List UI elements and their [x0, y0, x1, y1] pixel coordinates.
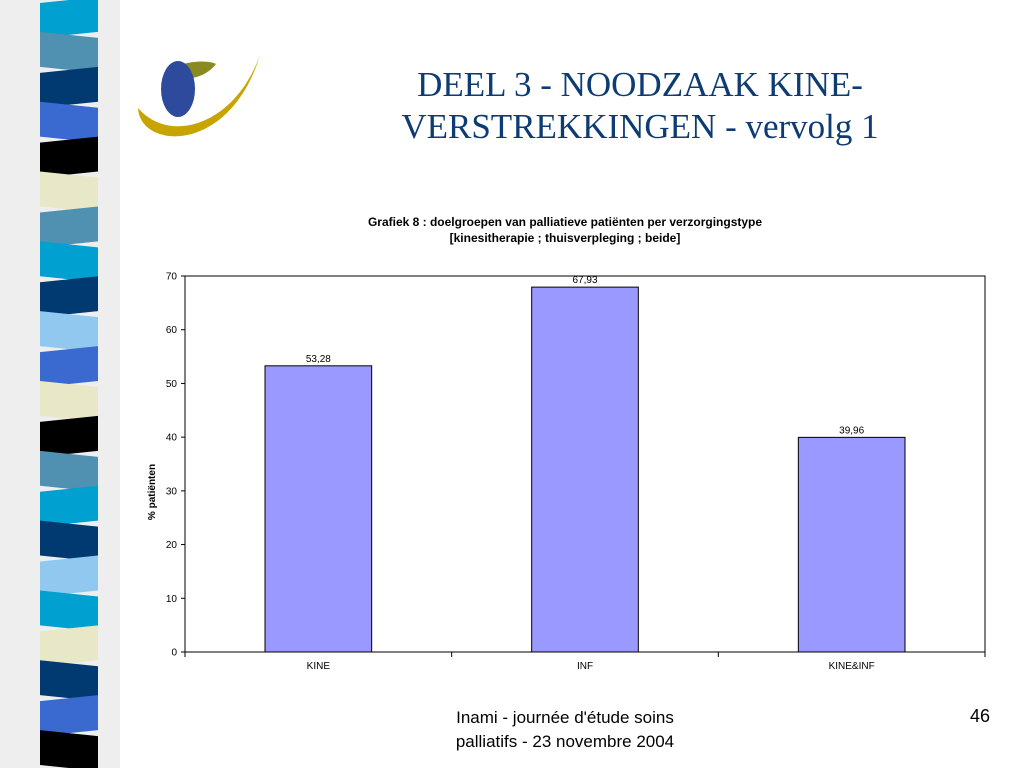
x-tick-label: KINE: [307, 661, 331, 672]
band-segment: [40, 171, 98, 213]
y-tick-label: 20: [166, 540, 178, 551]
y-axis-label: % patiënten: [147, 464, 158, 520]
bar-chart: 0 10 20 30 40 50 60 70 KINE INF KINE&INF 53,28 67,…: [147, 272, 986, 672]
y-tick-label: 30: [166, 486, 178, 497]
band-segment: [40, 730, 98, 768]
chart-title: Grafiek 8 : doelgroepen van palliatieve …: [250, 214, 880, 246]
y-tick-label: 10: [166, 594, 178, 605]
footer-line1: Inami - journée d'étude soins: [456, 708, 674, 727]
band-segment: [40, 415, 98, 457]
x-tick-label: KINE&INF: [829, 661, 875, 672]
band-segment: [40, 136, 98, 178]
inami-logo: [138, 55, 260, 137]
band-segment: [40, 0, 98, 38]
bar-inf: [531, 286, 639, 653]
footer-line2: palliatifs - 23 novembre 2004: [455, 732, 675, 751]
band-segment: [40, 346, 98, 387]
band-segment: [40, 241, 98, 283]
y-tick-label: 50: [166, 379, 178, 390]
band-segment: [40, 66, 98, 108]
data-label: 53,28: [306, 354, 331, 365]
band-segment: [40, 101, 98, 143]
band-segment: [40, 381, 98, 422]
data-label: 39,96: [839, 425, 864, 436]
band-segment: [40, 276, 98, 318]
band-segment: [40, 695, 98, 737]
band-segment: [40, 555, 98, 597]
bar-kine-inf: [797, 436, 906, 653]
slide-title: DEEL 3 - NOODZAAK KINE- VERSTREKKINGEN -…: [330, 64, 950, 148]
footer-text: Inami - journée d'étude soins palliatifs…: [400, 706, 730, 754]
y-tick-label: 40: [166, 433, 178, 444]
band-segment: [40, 31, 98, 73]
band-segment: [40, 206, 98, 248]
y-tick-label: 70: [166, 272, 178, 283]
chart-title-line2: [kinesitherapie ; thuisverpleging ; beid…: [449, 231, 681, 245]
y-tick-label: 0: [171, 648, 177, 659]
band-segment: [40, 485, 98, 527]
band-segment: [40, 590, 98, 632]
y-axis: 0 10 20 30 40 50 60 70: [166, 272, 185, 659]
logo-swoosh: [138, 55, 260, 137]
data-label: 67,93: [572, 275, 597, 286]
chart-title-line1: Grafiek 8 : doelgroepen van palliatieve …: [367, 215, 763, 229]
band-segment: [40, 625, 98, 667]
band-segment: [40, 311, 98, 353]
slide-title-line1: DEEL 3 - NOODZAAK KINE-: [417, 65, 863, 104]
slide-title-line2: VERSTREKKINGEN - vervolg 1: [401, 107, 879, 146]
x-axis: KINE INF KINE&INF: [184, 652, 986, 672]
logo-oval: [161, 61, 195, 117]
band-segment: [40, 660, 98, 702]
decorative-side-band: [0, 0, 120, 768]
y-tick-label: 60: [166, 325, 178, 336]
bars: 53,28 67,93 39,96: [264, 275, 906, 653]
x-tick-label: INF: [577, 661, 593, 672]
bar-kine: [264, 365, 373, 653]
band-segment: [40, 520, 98, 562]
band-segment: [40, 450, 98, 492]
page-number: 46: [969, 706, 990, 726]
